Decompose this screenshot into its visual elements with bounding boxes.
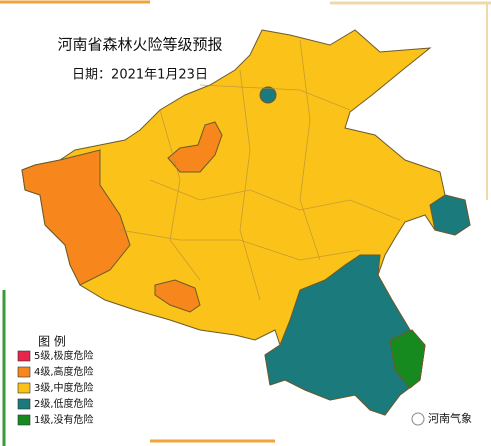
legend-swatch [17, 350, 31, 362]
legend-swatch [17, 366, 31, 378]
legend-label: 4级,高度危险 [34, 365, 94, 378]
legend-label: 2级,低度危险 [34, 397, 94, 410]
map-date: 日期：2021年1月23日 [72, 68, 208, 83]
legend-title: 图 例 [38, 335, 66, 349]
region-level4 [154, 279, 201, 313]
watermark-text: 河南气象 [428, 411, 472, 425]
legend-swatch [17, 382, 31, 394]
legend: 图 例 5级,极度危险 4级,高度危险 3级,中度危险 2级,低度危险 1级,没有危险 [17, 335, 94, 426]
region-level4 [167, 121, 223, 173]
legend-label: 3级,中度危险 [34, 381, 94, 394]
region-level4 [21, 149, 131, 286]
legend-swatch [17, 398, 31, 410]
legend-label: 5级,极度危险 [34, 349, 94, 362]
region-level2 [264, 254, 426, 416]
legend-label: 1级,没有危险 [34, 413, 94, 426]
watermark-icon [411, 412, 425, 426]
region-level2 [429, 194, 471, 236]
county-border [119, 39, 401, 301]
legend-swatch [17, 414, 31, 426]
watermark: 河南气象 [411, 411, 472, 426]
map-title: 河南省森林火险等级预报 [57, 36, 222, 54]
region-level1 [389, 329, 426, 389]
region-level2 [259, 86, 277, 104]
map [21, 29, 471, 416]
